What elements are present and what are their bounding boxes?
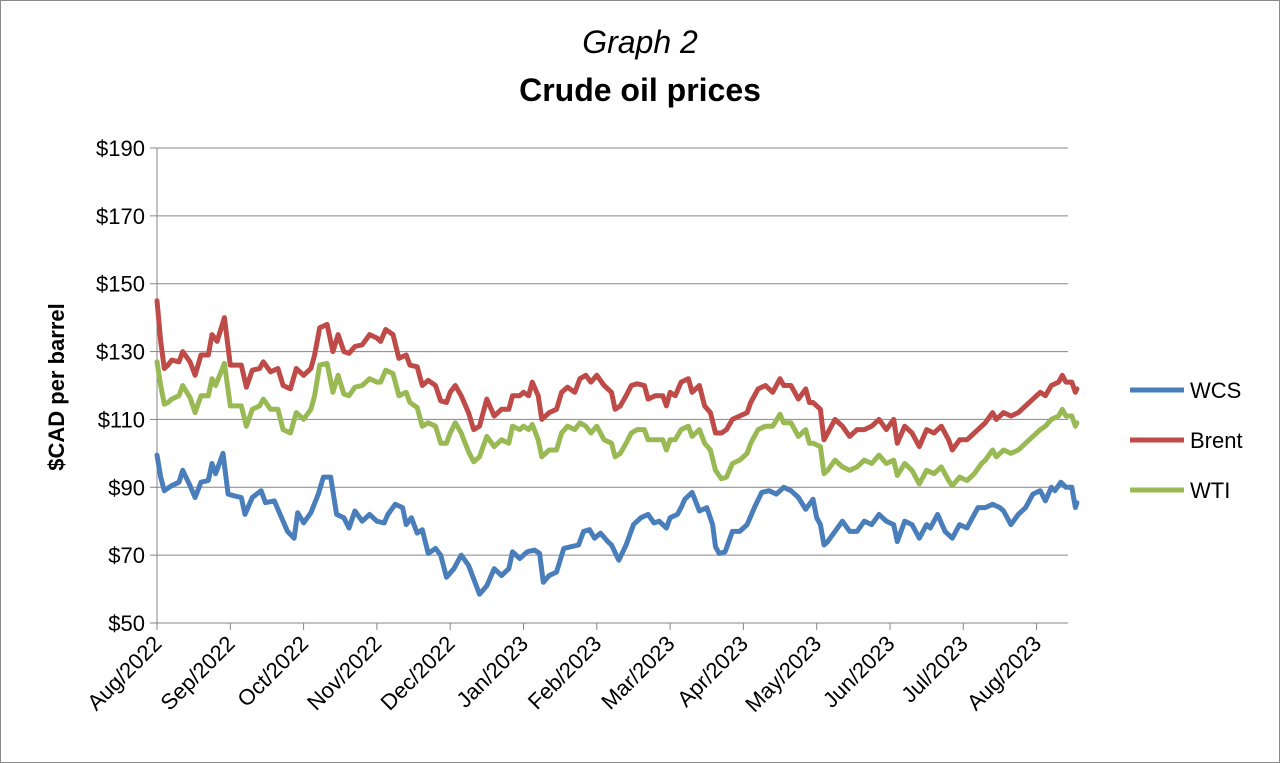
legend-label-wti: WTI <box>1190 478 1230 503</box>
series-line-wti <box>154 359 1080 489</box>
y-tick-label: $110 <box>98 407 145 432</box>
chart-title: Crude oil prices <box>519 72 761 108</box>
axes <box>156 148 1068 624</box>
x-tick-label: Aug/2022 <box>82 631 166 715</box>
x-axis-ticks: Aug/2022Sep/2022Oct/2022Nov/2022Dec/2022… <box>82 623 1046 717</box>
y-axis-label: $CAD per barrel <box>44 303 69 471</box>
x-tick-label: Aug/2023 <box>962 631 1046 715</box>
legend-label-brent: Brent <box>1190 428 1243 453</box>
chart-subtitle: Graph 2 <box>582 24 698 60</box>
x-tick-label: Mar/2023 <box>596 631 679 714</box>
series-line-brent <box>154 298 1080 453</box>
x-tick-label: May/2023 <box>740 631 826 717</box>
x-tick-label: Jul/2023 <box>896 631 973 708</box>
gridlines <box>157 147 1068 556</box>
legend: WCS Brent WTI <box>1130 378 1243 503</box>
series-line-wcs <box>154 450 1080 597</box>
x-tick-label: Nov/2022 <box>302 631 386 715</box>
x-tick-label: Dec/2022 <box>375 631 459 715</box>
x-tick-label: Jan/2023 <box>451 631 533 713</box>
x-tick-label: Feb/2023 <box>523 631 606 714</box>
y-tick-label: $90 <box>108 475 145 500</box>
y-tick-label: $130 <box>96 340 145 365</box>
y-tick-label: $70 <box>108 543 145 568</box>
y-tick-label: $50 <box>108 611 145 636</box>
x-tick-label: Sep/2022 <box>156 631 240 715</box>
series-lines <box>154 298 1080 597</box>
y-tick-label: $150 <box>96 272 145 297</box>
x-tick-label: Jun/2023 <box>818 631 900 713</box>
x-tick-label: Oct/2022 <box>232 631 313 712</box>
y-tick-label: $170 <box>96 204 145 229</box>
y-axis-ticks: $50 $70 $90 $110 $130 $150 $170 $190 <box>96 136 157 636</box>
y-tick-label: $190 <box>96 136 145 161</box>
legend-label-wcs: WCS <box>1190 378 1241 403</box>
